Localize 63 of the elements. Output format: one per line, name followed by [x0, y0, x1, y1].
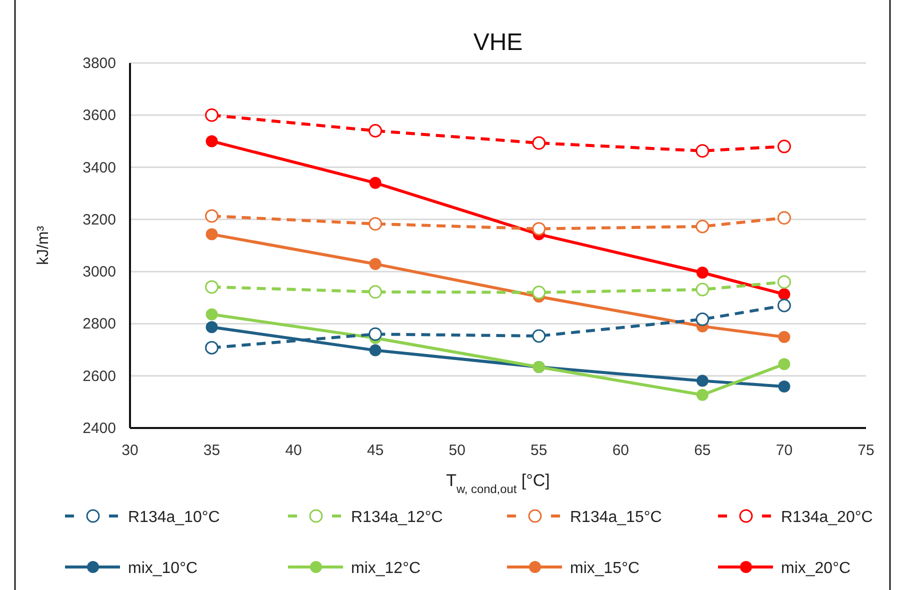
point	[206, 308, 218, 320]
point	[206, 228, 218, 240]
y-axis-title: kJ/m³	[35, 225, 52, 266]
legend-label: R134a_12°C	[351, 509, 443, 526]
point	[777, 275, 791, 289]
x-tick-label: 40	[285, 442, 302, 459]
point	[368, 327, 382, 341]
point	[696, 144, 710, 158]
point	[696, 388, 708, 401]
point	[368, 217, 382, 231]
point	[778, 331, 790, 344]
point	[778, 358, 790, 370]
x-tick-label: 35	[203, 442, 220, 459]
legend-label: R134a_20°C	[781, 509, 873, 526]
y-tick-label: 3400	[82, 159, 116, 176]
y-tick-label: 3200	[82, 211, 116, 228]
point	[205, 209, 219, 223]
x-axis-title: T$_{w, cond,out}$ [°C]	[446, 471, 550, 496]
x-tick-label: 30	[122, 442, 138, 459]
legend-label: R134a_10°C	[128, 509, 220, 526]
point	[696, 282, 710, 296]
legend-label: mix_20°C	[781, 560, 851, 577]
point	[532, 286, 546, 300]
point	[206, 135, 218, 148]
legend-label: mix_12°C	[351, 560, 421, 577]
y-tick-label: 2800	[82, 316, 116, 333]
point	[205, 108, 219, 122]
legend-label: R134a_15°C	[570, 509, 662, 526]
point	[777, 298, 791, 312]
point	[205, 340, 219, 354]
legend-label: mix_15°C	[570, 560, 640, 577]
y-tick-label: 3000	[82, 264, 116, 281]
point	[368, 124, 382, 138]
chart-title: VHE	[473, 29, 523, 56]
x-tick-label: 45	[366, 442, 384, 459]
point	[369, 258, 382, 270]
point	[777, 140, 791, 154]
point	[206, 321, 218, 334]
point	[532, 329, 546, 343]
point	[696, 220, 710, 234]
point	[696, 266, 708, 279]
point	[696, 312, 710, 326]
x-tick-label: 65	[694, 442, 711, 459]
x-tick-label: 70	[776, 442, 793, 459]
legend-label: mix_10°C	[128, 560, 198, 577]
point	[368, 285, 382, 299]
point	[369, 176, 382, 189]
y-tick-label: 2400	[82, 420, 116, 437]
y-tick-label: 2600	[82, 368, 116, 385]
point	[205, 280, 219, 294]
point	[532, 136, 546, 150]
y-tick-label: 3600	[82, 107, 116, 124]
x-tick-label: 60	[612, 442, 630, 459]
x-tick-label: 75	[858, 442, 874, 459]
point	[369, 344, 382, 356]
point	[696, 374, 708, 387]
point	[778, 288, 790, 300]
point	[532, 222, 546, 236]
point	[778, 380, 790, 393]
x-tick-label: 50	[448, 442, 466, 459]
y-tick-label: 3800	[82, 55, 116, 72]
x-tick-label: 55	[530, 442, 548, 459]
point	[777, 211, 791, 225]
